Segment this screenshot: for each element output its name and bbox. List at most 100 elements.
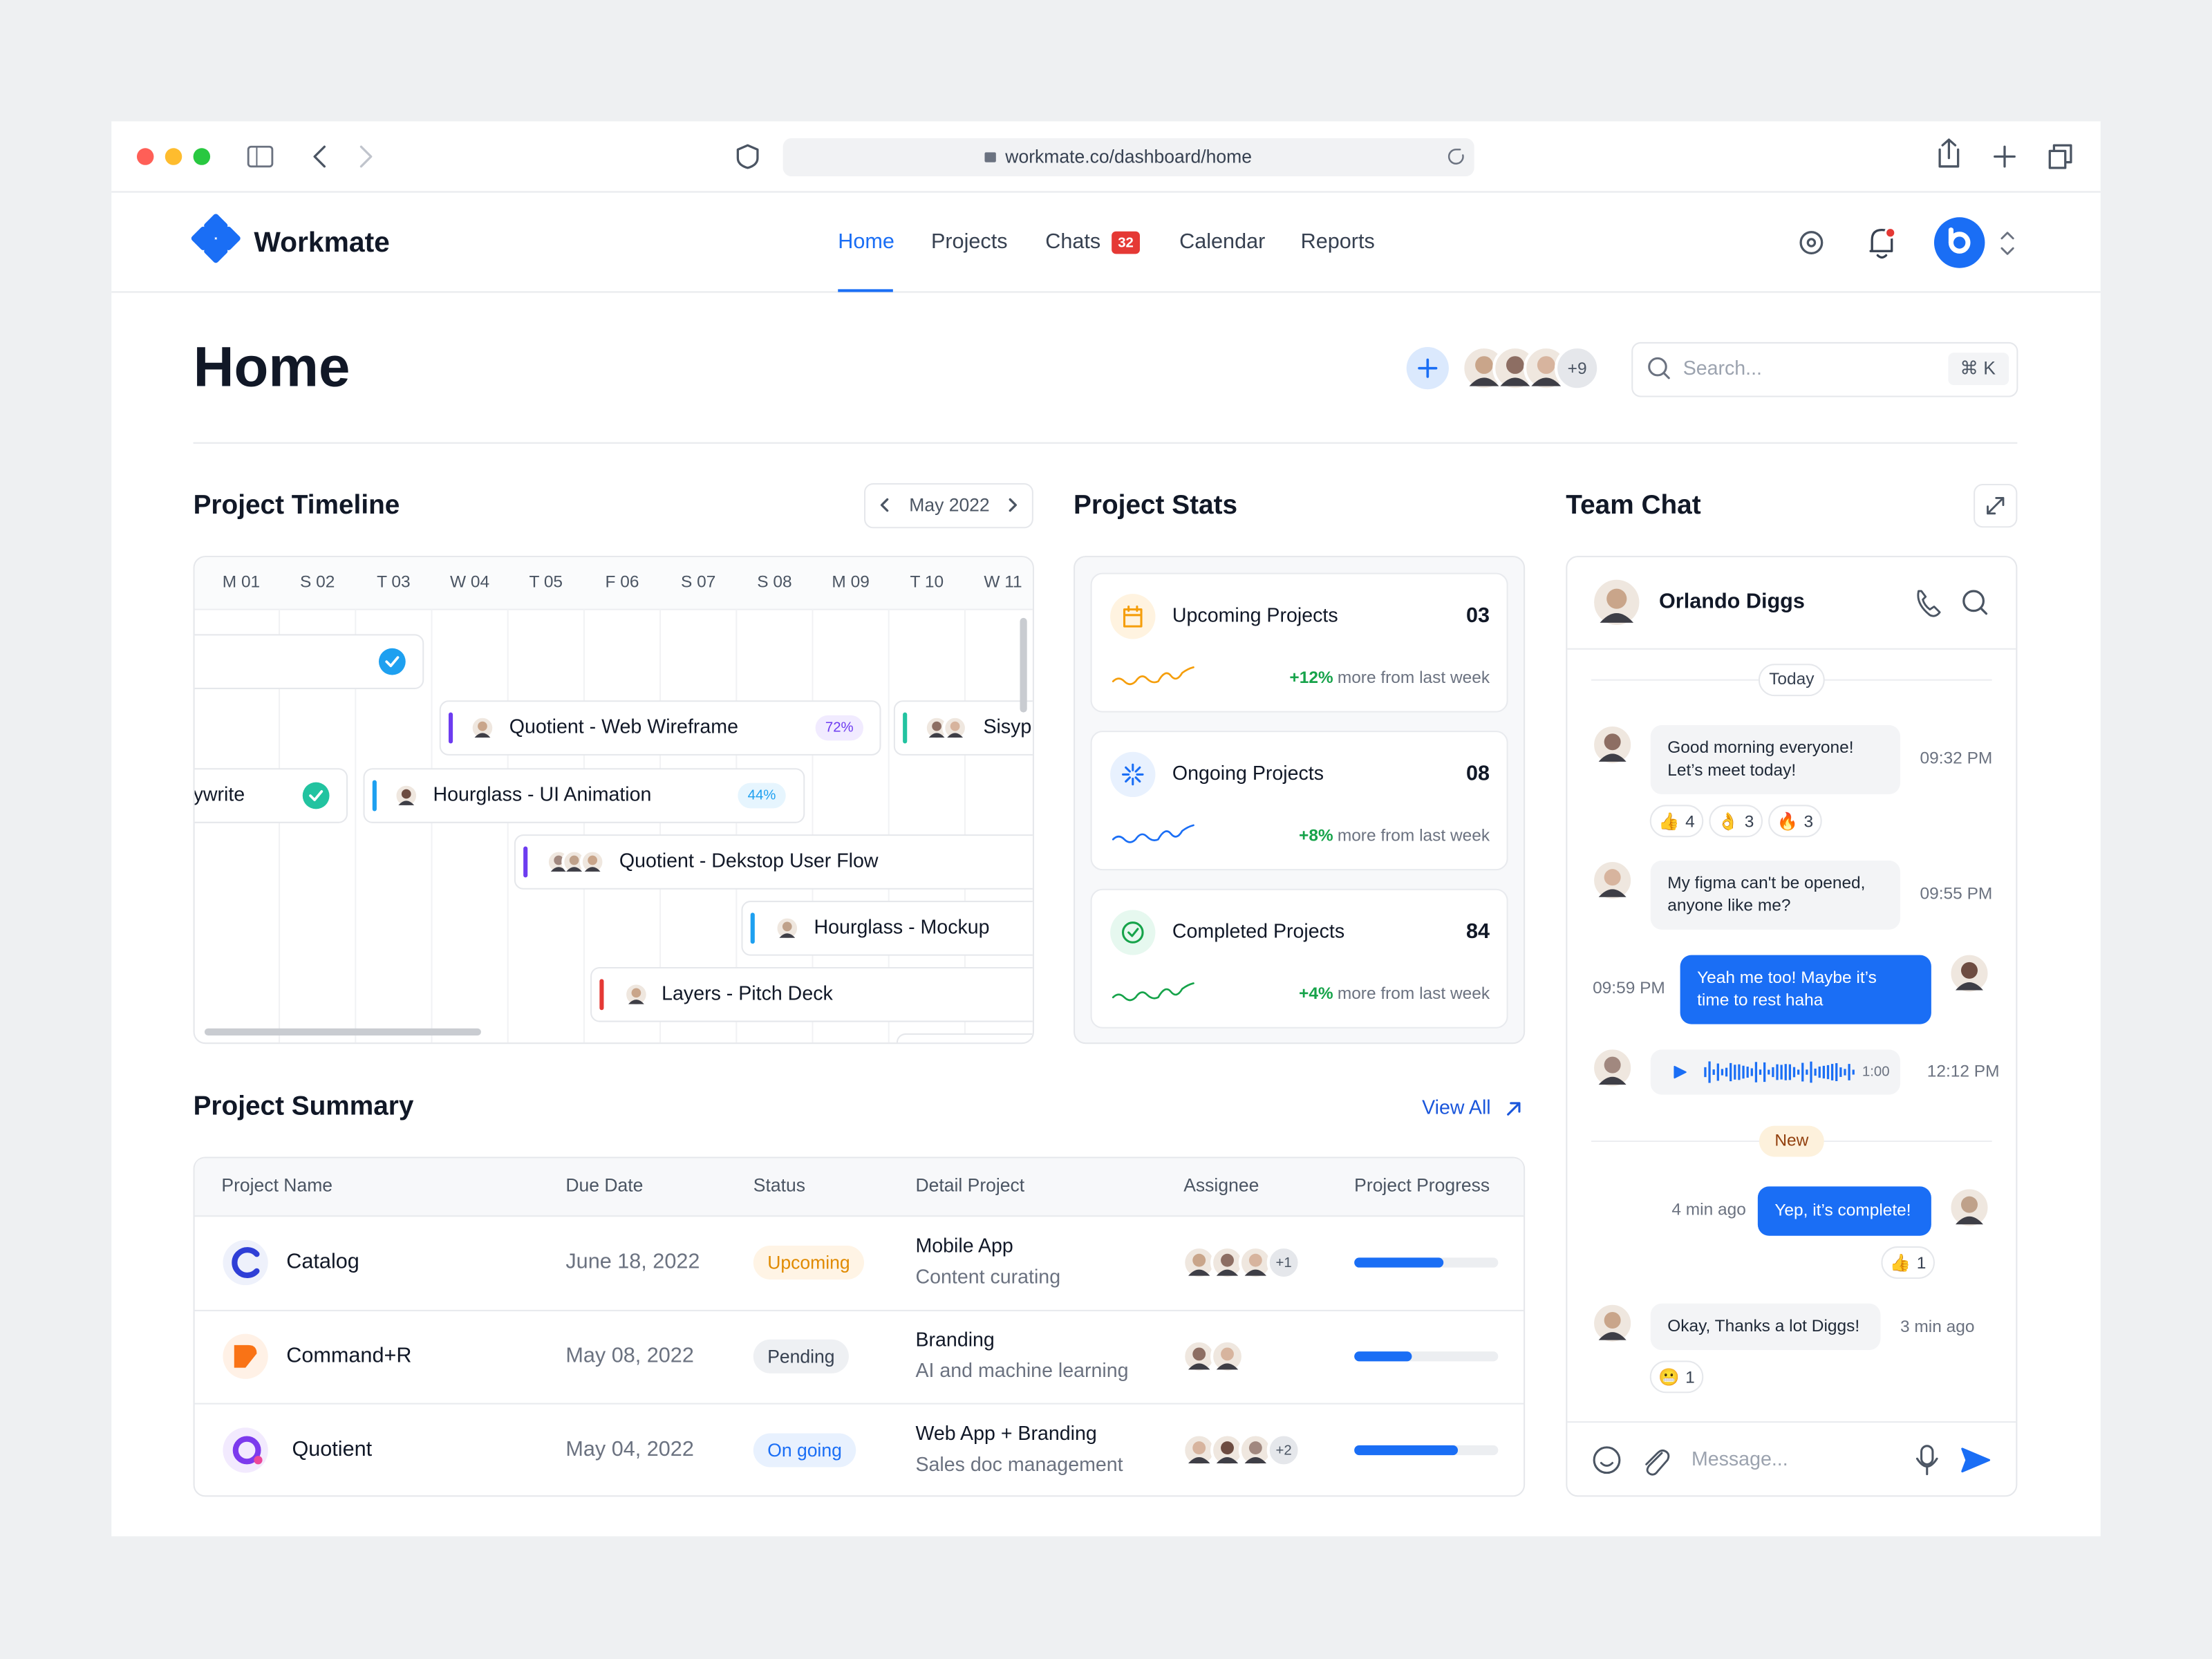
avatar-face <box>1221 1253 1234 1267</box>
sidebar-button[interactable] <box>247 145 274 168</box>
task-label: Quotient - Web Wireframe <box>509 716 738 738</box>
task-stripe <box>903 712 908 744</box>
forward-button[interactable] <box>359 145 373 168</box>
window-control[interactable] <box>136 148 154 165</box>
back-button[interactable] <box>313 145 326 168</box>
nav-link[interactable]: Projects <box>931 229 1008 253</box>
stat-value: 84 <box>1466 919 1490 943</box>
message-text: Let’s meet today! <box>1667 761 1796 780</box>
task-check <box>302 782 330 809</box>
icon <box>1662 372 1670 379</box>
search-box[interactable] <box>1631 341 2018 397</box>
settings-button[interactable] <box>1799 231 1824 254</box>
stat-icon-bg <box>1110 594 1156 639</box>
avatar-body <box>1598 1076 1627 1085</box>
call-button[interactable] <box>1917 590 1941 617</box>
waveform-bar <box>1792 1067 1796 1078</box>
date-pill <box>1759 1125 1824 1157</box>
next-month[interactable] <box>1009 498 1018 512</box>
detail-title: Branding <box>915 1329 994 1351</box>
icon <box>385 656 400 668</box>
mic-button[interactable] <box>1920 1445 1934 1465</box>
nav-link[interactable]: Home <box>838 229 894 253</box>
assignees-more-bg <box>1266 1246 1301 1280</box>
avatar-body <box>550 867 567 872</box>
message-time: 09:55 PM <box>1920 884 1993 903</box>
waveform-bar <box>1721 1069 1724 1076</box>
waveform-bar <box>1806 1069 1808 1075</box>
status-pill <box>753 1433 856 1468</box>
emoji-button[interactable] <box>1593 1446 1621 1474</box>
message-text: time to rest haha <box>1697 991 1824 1009</box>
send-button[interactable] <box>1961 1447 1991 1473</box>
waveform-bar <box>1835 1063 1838 1082</box>
waveform-bar <box>1814 1068 1817 1076</box>
task-stripe <box>448 712 453 744</box>
reaction-pill[interactable] <box>1649 1360 1704 1394</box>
nav-link[interactable]: Reports <box>1301 229 1375 253</box>
stat-icon-bg <box>1110 910 1156 955</box>
avatar-body <box>1598 1332 1627 1340</box>
chat-search-button[interactable] <box>1962 590 1985 612</box>
task-card <box>194 768 348 823</box>
waveform-bar <box>1839 1067 1842 1077</box>
stat-label: Completed Projects <box>1172 921 1344 943</box>
message-text: Good morning everyone! <box>1667 738 1853 757</box>
nav-link[interactable]: Calendar <box>1179 229 1265 253</box>
due-date: May 04, 2022 <box>565 1437 693 1461</box>
avatar-face <box>1604 1056 1621 1074</box>
window-control[interactable] <box>165 148 182 165</box>
attach-button[interactable] <box>1645 1449 1670 1476</box>
task-card <box>893 700 1033 756</box>
url-bar[interactable] <box>782 138 1474 177</box>
avatar-body <box>566 867 583 872</box>
tabs-button[interactable] <box>2048 144 2072 169</box>
waveform-bar <box>1730 1062 1732 1082</box>
month-label: May 2022 <box>909 495 989 516</box>
notification-button[interactable] <box>1869 229 1893 259</box>
avatar-face <box>1604 869 1621 886</box>
nav-link[interactable]: Chats <box>1045 229 1100 253</box>
column-header: Due Date <box>565 1174 643 1195</box>
day-label: W 11 <box>984 572 1022 591</box>
reaction-pill[interactable] <box>1881 1246 1935 1279</box>
date-label: New <box>1774 1131 1808 1150</box>
avatar-face <box>588 855 598 865</box>
detail-sub: Sales doc management <box>915 1454 1123 1476</box>
reaction-pill[interactable] <box>1709 805 1763 838</box>
task-label: Hourglass - Mockup <box>814 916 990 938</box>
reaction-pill[interactable] <box>1649 805 1704 838</box>
message-text: Okay, Thanks a lot Diggs! <box>1667 1317 1859 1335</box>
prev-month[interactable] <box>880 498 889 512</box>
view-all-link[interactable]: View All <box>1422 1097 1491 1119</box>
avatar-face <box>1606 588 1627 609</box>
due-date: June 18, 2022 <box>565 1250 700 1273</box>
avatar-face <box>1475 356 1493 374</box>
task-card <box>514 834 1033 890</box>
avatar-face <box>1248 1441 1262 1455</box>
project-logo <box>223 1427 268 1473</box>
message-text: anyone like me? <box>1667 897 1790 915</box>
date-pill <box>1758 664 1825 697</box>
waveform-bar <box>1818 1066 1821 1078</box>
avatar <box>1591 1047 1634 1089</box>
play-button[interactable] <box>1674 1065 1687 1079</box>
avatar-face <box>1192 1441 1206 1455</box>
reload-button[interactable] <box>1447 149 1464 165</box>
share-button[interactable] <box>1938 138 1960 168</box>
window-control[interactable] <box>193 148 211 165</box>
section-title: Team Chat <box>1566 490 1700 520</box>
profile-switch[interactable] <box>2000 232 2014 255</box>
new-tab-button[interactable] <box>1994 145 2016 168</box>
profile-avatar[interactable] <box>1933 217 1985 268</box>
avatar-face <box>1221 1347 1234 1361</box>
section-title: Project Stats <box>1074 490 1237 520</box>
task-stripe <box>750 912 755 944</box>
reaction-count: 3 <box>1804 812 1814 831</box>
message-input[interactable]: Message... <box>1691 1448 1788 1470</box>
day-label: S 07 <box>681 572 715 591</box>
reaction-pill[interactable] <box>1768 805 1822 838</box>
project-name: Quotient <box>292 1437 372 1461</box>
task-card <box>194 634 424 689</box>
